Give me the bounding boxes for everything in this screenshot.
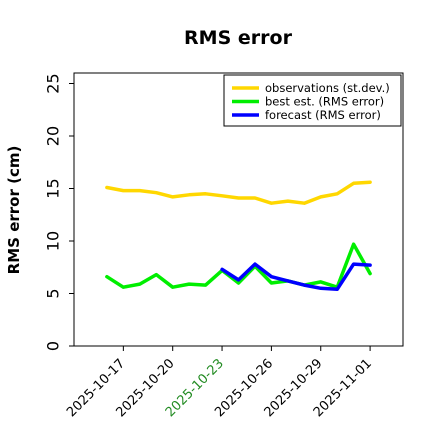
series-line-3 — [220, 262, 372, 292]
legend-label: best est. (RMS error) — [265, 95, 384, 109]
y-tick-label: 0 — [44, 341, 63, 351]
series-lines — [105, 180, 372, 292]
y-tick-label: 15 — [44, 178, 63, 198]
x-axis-ticks: 2025-10-172025-10-202025-10-232025-10-26… — [64, 346, 375, 420]
chart-title: RMS error — [184, 27, 293, 49]
legend: observations (st.dev.)best est. (RMS err… — [223, 74, 402, 127]
y-tick-label: 20 — [44, 126, 63, 146]
legend-label: forecast (RMS error) — [265, 108, 381, 122]
y-axis-label: RMS error (cm) — [5, 146, 23, 275]
series-line-2 — [105, 242, 372, 289]
y-axis-ticks: 0 5 10 15 20 25 — [44, 73, 74, 351]
series-line-1 — [105, 180, 372, 205]
legend-label: observations (st.dev.) — [265, 81, 390, 95]
y-tick-label: 25 — [44, 73, 63, 93]
y-tick-label: 5 — [44, 288, 63, 298]
y-tick-label: 10 — [44, 231, 63, 251]
